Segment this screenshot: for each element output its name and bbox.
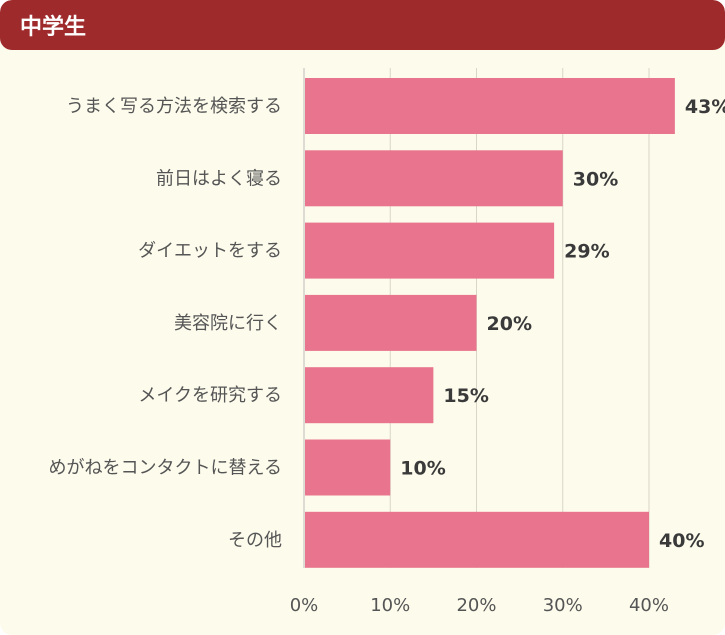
bar xyxy=(305,511,649,568)
x-tick-label: 0% xyxy=(290,595,319,616)
category-label: その他 xyxy=(228,530,282,551)
bar xyxy=(305,222,555,279)
category-label: 美容院に行く xyxy=(174,313,282,334)
category-label: ダイエットをする xyxy=(138,241,282,262)
bar xyxy=(305,439,391,496)
data-label: 20% xyxy=(487,313,532,335)
category-label: メイクを研究する xyxy=(138,385,282,406)
data-label: 40% xyxy=(659,530,704,552)
data-label: 43% xyxy=(685,96,725,118)
bar xyxy=(305,294,477,351)
bar xyxy=(305,150,563,207)
category-label: 前日はよく寝る xyxy=(156,168,282,189)
data-label: 30% xyxy=(573,168,618,190)
page-title: 中学生 xyxy=(20,15,87,40)
x-tick-label: 20% xyxy=(456,595,496,616)
bar xyxy=(305,78,675,134)
category-label: うまく写る方法を検索する xyxy=(66,96,282,117)
data-label: 15% xyxy=(443,385,488,407)
data-label: 29% xyxy=(564,241,609,263)
x-tick-label: 40% xyxy=(629,595,669,616)
bar xyxy=(305,367,434,424)
x-tick-label: 10% xyxy=(370,595,410,616)
chart-header: 中学生 xyxy=(0,0,725,50)
data-label: 10% xyxy=(400,458,445,480)
category-label: めがねをコンタクトに替える xyxy=(49,458,282,479)
x-tick-label: 30% xyxy=(543,595,583,616)
